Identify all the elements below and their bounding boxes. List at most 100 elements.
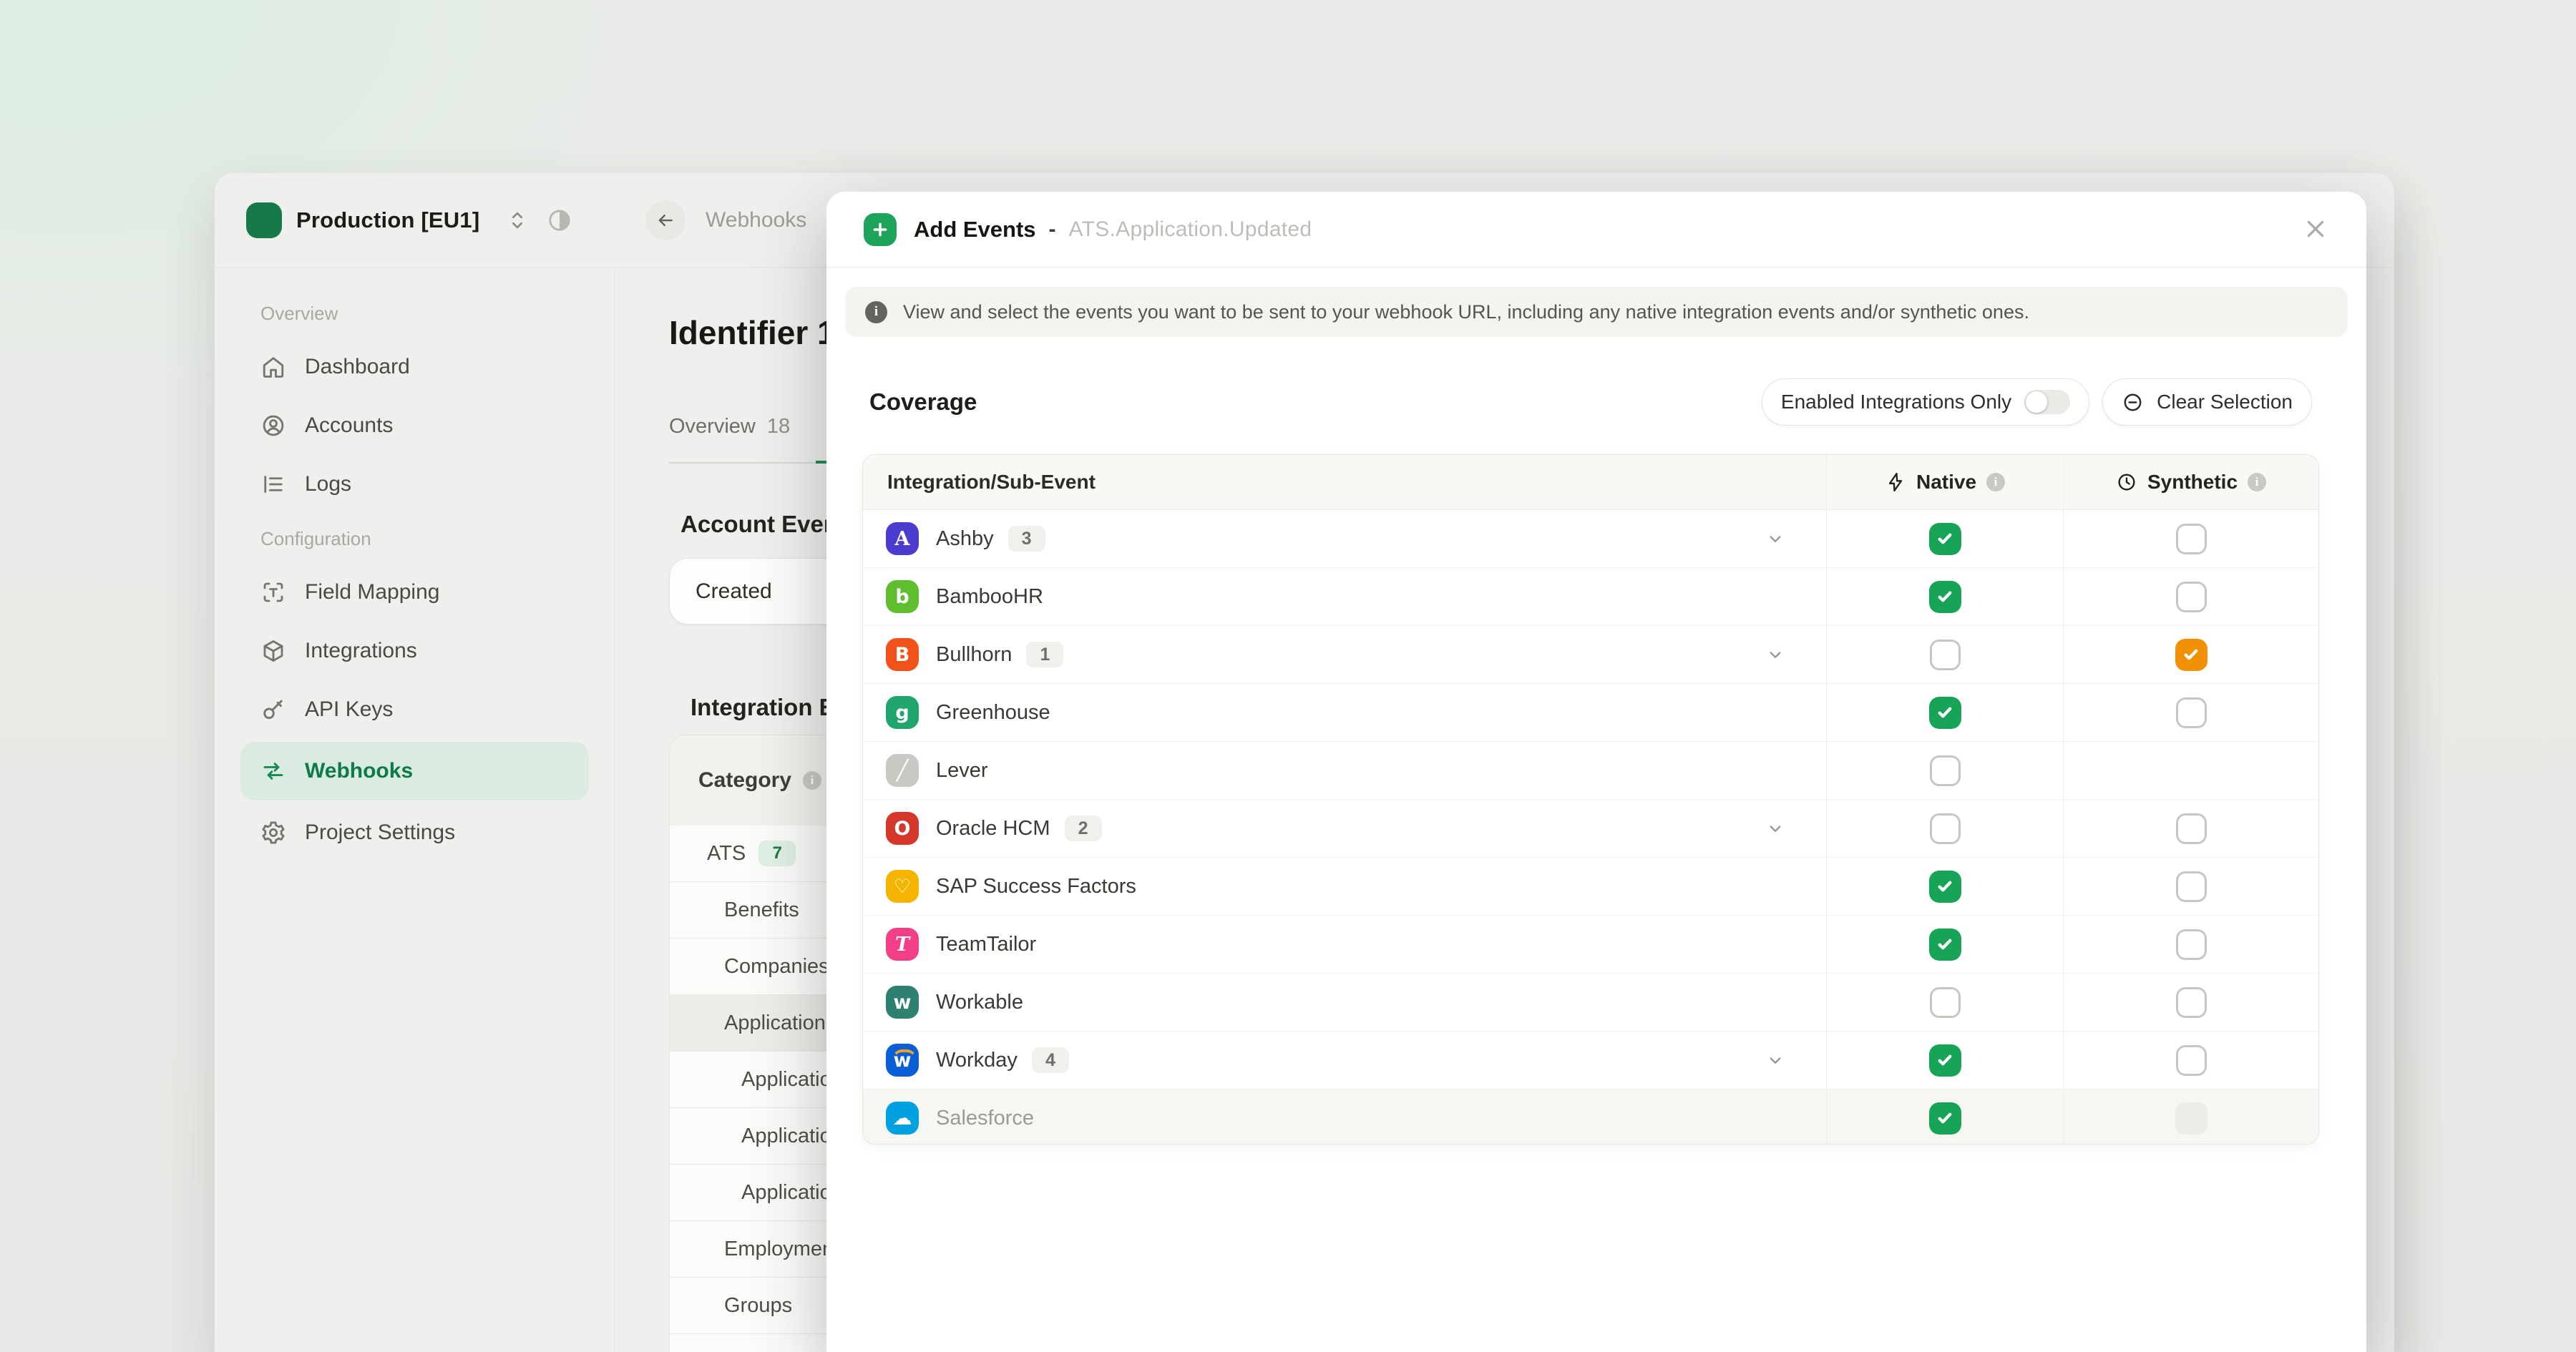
native-checkbox[interactable]	[1928, 696, 1961, 729]
enabled-integrations-toggle-button[interactable]: Enabled Integrations Only	[1761, 378, 2090, 426]
toggle-switch[interactable]	[2024, 390, 2071, 414]
icon-glyph: ♡	[893, 875, 912, 898]
integration-row-teamtailor[interactable]: T TeamTailor	[863, 915, 2318, 973]
integration-row-ashby[interactable]: A Ashby 3	[863, 510, 2318, 567]
sidebar-section: Overview Dashboard Accounts Logs	[215, 303, 615, 514]
info-banner-text: View and select the events you want to b…	[903, 300, 2029, 323]
integration-row-salesforce[interactable]: ☁ Salesforce	[863, 1089, 2318, 1144]
synthetic-checkbox[interactable]	[2175, 813, 2207, 844]
sidebar-item-label: Accounts	[305, 413, 394, 437]
checkbox-cell	[1826, 800, 2063, 857]
chevron-down-icon[interactable]	[1765, 1049, 1786, 1071]
info-icon	[1986, 473, 2006, 491]
category-label: Application	[724, 1011, 826, 1034]
integration-name: Workable	[936, 990, 1023, 1014]
sidebar-item-webhooks[interactable]: Webhooks	[240, 742, 589, 800]
lever-icon: ╱	[886, 754, 919, 787]
category-header-label: Category	[698, 768, 792, 792]
synthetic-checkbox[interactable]	[2175, 986, 2207, 1018]
native-checkbox[interactable]	[1928, 928, 1961, 961]
page-title: Identifier 1	[669, 314, 836, 351]
sidebar-item-api-keys[interactable]: API Keys	[215, 680, 615, 739]
integration-cell: O Oracle HCM 2	[863, 800, 1826, 857]
icon-glyph: b	[895, 585, 909, 608]
integration-row-workable[interactable]: w Workable	[863, 973, 2318, 1031]
sidebar-item-accounts[interactable]: Accounts	[215, 396, 615, 455]
checkbox-cell	[2063, 684, 2318, 741]
category-header: Category	[670, 735, 1112, 826]
sidebar-item-logs[interactable]: Logs	[215, 455, 615, 514]
native-checkbox[interactable]	[1929, 639, 1961, 670]
checkbox-cell	[2063, 1089, 2318, 1144]
tab-overview[interactable]: Overview 18	[669, 415, 790, 439]
teamtailor-icon: T	[886, 928, 919, 961]
synthetic-checkbox[interactable]	[2175, 581, 2207, 612]
oracle-hcm-icon: O	[886, 812, 919, 845]
sidebar-item-field-mapping[interactable]: Field Mapping	[215, 563, 615, 622]
info-icon	[865, 300, 887, 323]
workspace-switcher[interactable]: Production [EU1]	[215, 202, 572, 238]
integration-name: Ashby	[936, 526, 994, 550]
back-button[interactable]	[645, 200, 686, 240]
category-label: Employment	[724, 1237, 840, 1260]
sidebar-item-integrations[interactable]: Integrations	[215, 622, 615, 680]
synthetic-label: Synthetic	[2147, 471, 2238, 493]
clock-icon	[2116, 471, 2137, 493]
category-label: Benefits	[724, 898, 799, 921]
synthetic-checkbox[interactable]	[2175, 871, 2207, 902]
native-checkbox[interactable]	[1929, 755, 1961, 786]
coverage-table-body: A Ashby 3 b BambooHR B Bullhorn 1 g Greenhouse ╱ Le…	[863, 510, 2318, 1144]
workspace-logo	[246, 202, 282, 238]
info-banner: View and select the events you want to b…	[845, 287, 2348, 337]
integration-cell: w Workable	[863, 974, 1826, 1031]
synthetic-checkbox[interactable]	[2175, 697, 2207, 728]
chevron-down-icon[interactable]	[1765, 528, 1786, 549]
native-checkbox[interactable]	[1928, 870, 1961, 903]
native-checkbox[interactable]	[1928, 522, 1961, 555]
integration-row-sap-success-factors[interactable]: ♡ SAP Success Factors	[863, 857, 2318, 915]
synthetic-checkbox[interactable]	[2175, 638, 2207, 671]
integration-row-oracle-hcm[interactable]: O Oracle HCM 2	[863, 799, 2318, 857]
native-checkbox[interactable]	[1929, 813, 1961, 844]
sidebar-section-label: Overview	[260, 303, 338, 324]
integration-row-bullhorn[interactable]: B Bullhorn 1	[863, 625, 2318, 683]
integration-cell: ♡ SAP Success Factors	[863, 858, 1826, 915]
synthetic-checkbox[interactable]	[2175, 1044, 2207, 1076]
sub-event-count-badge: 3	[1008, 526, 1045, 552]
native-checkbox[interactable]	[1928, 1044, 1961, 1077]
integration-row-workday[interactable]: w Workday 4	[863, 1031, 2318, 1089]
integration-row-lever[interactable]: ╱ Lever	[863, 741, 2318, 799]
sub-event-count-badge: 4	[1031, 1047, 1069, 1073]
theme-contrast-icon[interactable]	[547, 207, 572, 233]
webhooks-icon	[260, 758, 286, 784]
icon-glyph: A	[894, 527, 910, 550]
native-checkbox[interactable]	[1928, 1102, 1961, 1135]
synthetic-checkbox[interactable]	[2175, 523, 2207, 554]
chevron-updown-icon[interactable]	[505, 208, 530, 232]
sap-success-factors-icon: ♡	[886, 870, 919, 903]
checkbox-cell	[1826, 1032, 2063, 1089]
synthetic-checkbox[interactable]	[2175, 929, 2207, 960]
native-checkbox[interactable]	[1928, 580, 1961, 613]
close-icon[interactable]	[2302, 215, 2329, 243]
info-icon	[2248, 473, 2267, 491]
add-events-modal: Add Events - ATS.Application.Updated Vie…	[826, 192, 2366, 1352]
native-checkbox[interactable]	[1929, 986, 1961, 1018]
sidebar-item-project-settings[interactable]: Project Settings	[215, 803, 615, 862]
sidebar-item-label: Logs	[305, 472, 352, 496]
coverage-table-header: Integration/Sub-Event Native Synthetic	[863, 455, 2318, 510]
checkbox-cell	[2063, 858, 2318, 915]
cube-icon	[260, 638, 286, 664]
clear-selection-button[interactable]: Clear Selection	[2102, 378, 2312, 426]
integration-cell: ╱ Lever	[863, 742, 1826, 799]
modal-title-separator: -	[1048, 217, 1056, 241]
sidebar-item-dashboard[interactable]: Dashboard	[215, 338, 615, 396]
integration-row-bamboohr[interactable]: b BambooHR	[863, 567, 2318, 625]
integration-name: Lever	[936, 758, 988, 782]
checkbox-cell	[1826, 858, 2063, 915]
chevron-down-icon[interactable]	[1765, 644, 1786, 665]
integration-row-greenhouse[interactable]: g Greenhouse	[863, 683, 2318, 741]
chevron-down-icon[interactable]	[1765, 818, 1786, 839]
checkbox-cell	[2063, 800, 2318, 857]
toggle-label: Enabled Integrations Only	[1780, 391, 2012, 413]
